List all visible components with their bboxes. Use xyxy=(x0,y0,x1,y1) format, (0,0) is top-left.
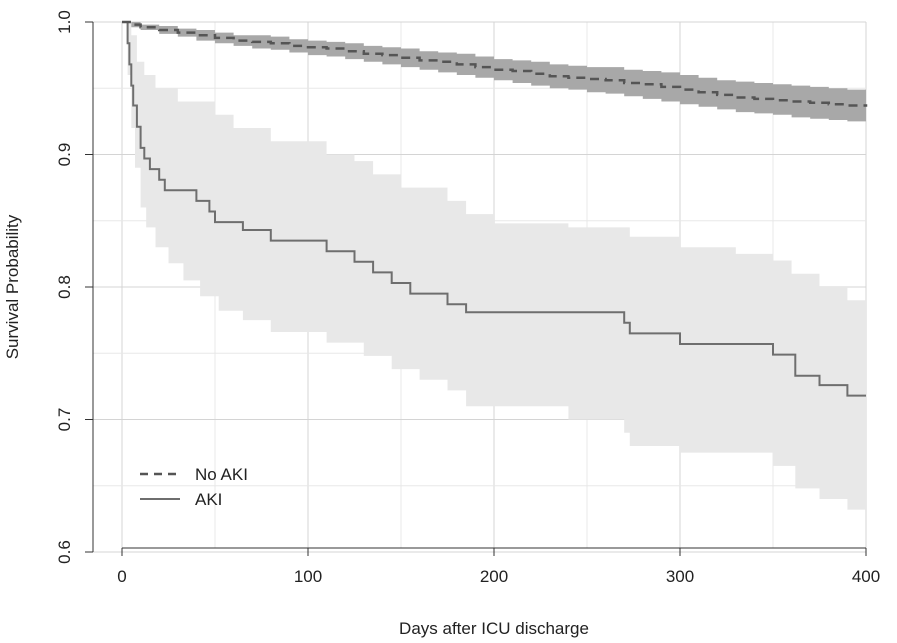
y-axis-title: Survival Probability xyxy=(3,214,22,359)
x-axis-title: Days after ICU discharge xyxy=(399,619,589,638)
x-ticks: 0 100 200 300 400 xyxy=(117,548,880,586)
x-tick-label: 100 xyxy=(294,567,322,586)
legend-label-aki: AKI xyxy=(195,490,222,509)
curve-no-aki xyxy=(122,20,868,107)
ci-band-aki xyxy=(122,22,866,510)
legend: No AKI AKI xyxy=(140,465,248,509)
y-tick-label: 0.6 xyxy=(55,540,74,564)
y-ticks: 0.6 0.7 0.8 0.9 1.0 xyxy=(55,10,93,564)
x-tick-label: 0 xyxy=(117,567,126,586)
x-tick-label: 200 xyxy=(480,567,508,586)
curve-aki xyxy=(122,21,866,397)
y-tick-label: 0.9 xyxy=(55,143,74,167)
y-tick-label: 1.0 xyxy=(55,10,74,34)
legend-label-no-aki: No AKI xyxy=(195,465,248,484)
y-tick-label: 0.8 xyxy=(55,275,74,299)
y-tick-label: 0.7 xyxy=(55,408,74,432)
x-tick-label: 400 xyxy=(852,567,880,586)
survival-curves xyxy=(122,20,868,397)
x-tick-label: 300 xyxy=(666,567,694,586)
